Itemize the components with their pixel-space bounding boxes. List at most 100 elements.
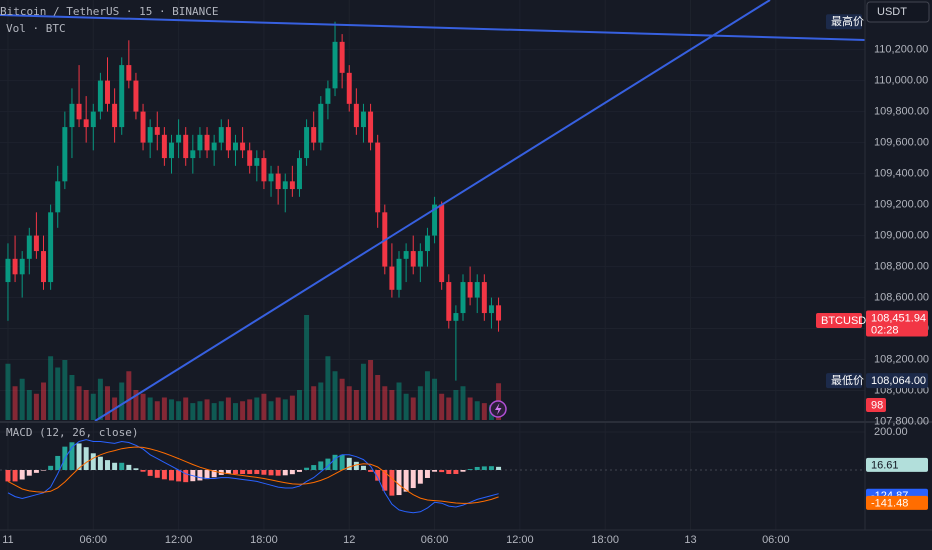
last-price: 108,451.94 — [871, 312, 926, 324]
button-frame[interactable] — [866, 1, 930, 23]
volume-bar — [389, 390, 395, 420]
volume-bar — [41, 382, 47, 420]
candle-body — [161, 134, 167, 159]
candle-body — [467, 282, 473, 298]
volume-bar — [417, 386, 423, 420]
low-value-box — [866, 373, 928, 389]
y-tick-label: 108,600.00 — [874, 291, 929, 303]
x-tick-label: 06:00 — [762, 534, 790, 546]
macd-histogram — [90, 453, 96, 470]
y-tick-label: 110,200.00 — [874, 44, 928, 56]
macd-histogram — [311, 465, 317, 470]
signal-badge: -141.48 — [871, 497, 908, 509]
macd-histogram — [460, 470, 466, 472]
volume-badge-box — [866, 398, 886, 412]
candle-body — [332, 41, 338, 89]
volume-bar — [446, 397, 452, 420]
candle-body — [353, 103, 359, 128]
x-tick-label: 12:00 — [506, 534, 534, 546]
candle-body — [232, 142, 238, 151]
volume-badge: 98 — [871, 399, 883, 411]
volume-bar — [154, 401, 160, 420]
trend-line[interactable] — [94, 0, 771, 421]
y-tick-label: 107,800.00 — [874, 415, 929, 427]
candle-body — [83, 119, 89, 128]
volume-bar — [247, 399, 253, 420]
volume-bar — [147, 397, 153, 420]
macd-pane — [0, 439, 865, 514]
trend-line[interactable] — [0, 14, 865, 41]
candle-body — [218, 127, 224, 143]
volume-bar — [396, 382, 402, 420]
macd-histogram — [496, 466, 502, 470]
volume-bar — [48, 356, 54, 420]
candle-body — [375, 142, 381, 213]
y-tick-label: 109,400.00 — [874, 167, 929, 179]
candle-body — [97, 80, 103, 112]
macd-histogram — [325, 458, 331, 470]
candle-body — [48, 212, 54, 283]
macd-histogram — [353, 461, 359, 470]
candle-body — [247, 150, 253, 166]
macd-histogram — [83, 447, 89, 470]
candle-body — [424, 235, 430, 252]
macd-histogram — [424, 470, 430, 478]
volume-bar — [403, 393, 409, 420]
x-tick-label: 06:00 — [80, 534, 108, 546]
macd-histogram — [225, 470, 231, 474]
candle-body — [41, 251, 47, 283]
macd-histogram — [481, 466, 487, 470]
y-tick-label: 109,200.00 — [874, 198, 929, 210]
candle-body — [197, 134, 203, 151]
volume-bar — [90, 393, 96, 420]
alert-icon[interactable] — [489, 400, 507, 418]
axes: 11 06:00 12:00 18:00 12 06:00 12:00 18:00 13 06:0… — [2, 44, 929, 546]
candle-body — [112, 103, 118, 128]
volume-bar — [105, 386, 110, 420]
candle-body — [304, 127, 310, 159]
signal-badge-box — [866, 495, 928, 510]
macd-histogram — [446, 470, 452, 474]
candle-body — [183, 134, 189, 159]
candle-body — [119, 65, 125, 128]
candle-body — [339, 41, 345, 73]
volume-bar — [211, 403, 217, 420]
x-tick-label: 18:00 — [591, 534, 619, 546]
volume-bar — [140, 393, 146, 420]
candle-body — [311, 127, 317, 143]
symbol-badge-box — [816, 313, 862, 329]
macd-histogram — [375, 470, 381, 481]
candle-body — [396, 258, 402, 290]
macd-histogram — [211, 470, 217, 478]
candle-body — [154, 127, 160, 135]
candle-body — [62, 127, 68, 182]
candle-body — [282, 181, 288, 190]
macd-histogram — [247, 470, 253, 474]
volume-bar — [282, 399, 288, 420]
macd-histogram — [33, 470, 39, 473]
macd-histogram — [467, 469, 473, 470]
volume-bar — [318, 382, 324, 420]
macd-histogram — [69, 442, 75, 470]
candle-body — [55, 181, 61, 213]
candle-body — [140, 111, 146, 143]
high-label: 最高价 — [831, 14, 864, 28]
macd-histogram — [275, 470, 281, 476]
x-tick-label: 13 — [684, 534, 696, 546]
candle-body — [176, 134, 182, 143]
volume-bar — [325, 356, 331, 420]
volume-bar — [176, 401, 182, 420]
volume-bar — [432, 378, 438, 420]
volume-bar — [453, 390, 459, 420]
x-tick-label: 06:00 — [421, 534, 449, 546]
volume-bar — [225, 397, 231, 420]
currency[interactable]: USDT — [877, 6, 907, 18]
macd-histogram — [261, 470, 267, 475]
volume-bar — [33, 393, 39, 420]
volume-bar — [275, 397, 281, 420]
icon-bolt[interactable] — [495, 403, 502, 415]
candle-body — [133, 80, 139, 112]
currency-button[interactable]: USDT — [866, 1, 930, 23]
volume-bar — [339, 378, 345, 420]
